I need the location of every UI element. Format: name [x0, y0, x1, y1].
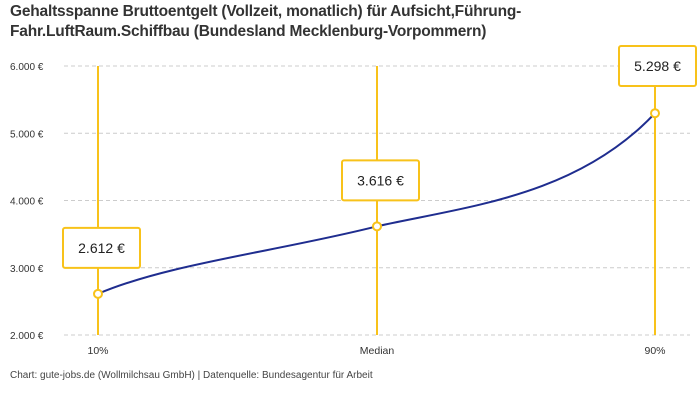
x-tick-label: 10%: [87, 345, 108, 357]
x-tick-label: 90%: [644, 345, 665, 357]
data-label-box: [62, 226, 141, 269]
chart-title-line-1: Gehaltsspanne Bruttoentgelt (Vollzeit, m…: [10, 3, 522, 20]
y-tick-label: 2.000 €: [10, 331, 44, 342]
data-label: 3.616 €: [357, 172, 404, 188]
y-tick-label: 5.000 €: [10, 129, 44, 140]
data-point-marker: [650, 108, 660, 119]
data-label-box: [618, 45, 697, 87]
y-tick-label: 3.000 €: [10, 264, 44, 275]
data-label: 5.298 €: [634, 58, 681, 74]
data-point-marker: [93, 288, 103, 299]
x-tick-label: Median: [360, 345, 395, 357]
y-tick-label: 4.000 €: [10, 197, 44, 208]
chart-title: Gehaltsspanne Bruttoentgelt (Vollzeit, m…: [10, 2, 521, 42]
data-label-box: [341, 159, 420, 202]
data-point-marker: [372, 221, 382, 232]
chart-source-footer: Chart: gute-jobs.de (Wollmilchsau GmbH) …: [10, 370, 373, 381]
data-label: 2.612 €: [78, 240, 125, 256]
y-tick-label: 6.000 €: [10, 62, 44, 73]
chart-title-line-2: Fahr.LuftRaum.Schiffbau (Bundesland Meck…: [10, 23, 487, 40]
